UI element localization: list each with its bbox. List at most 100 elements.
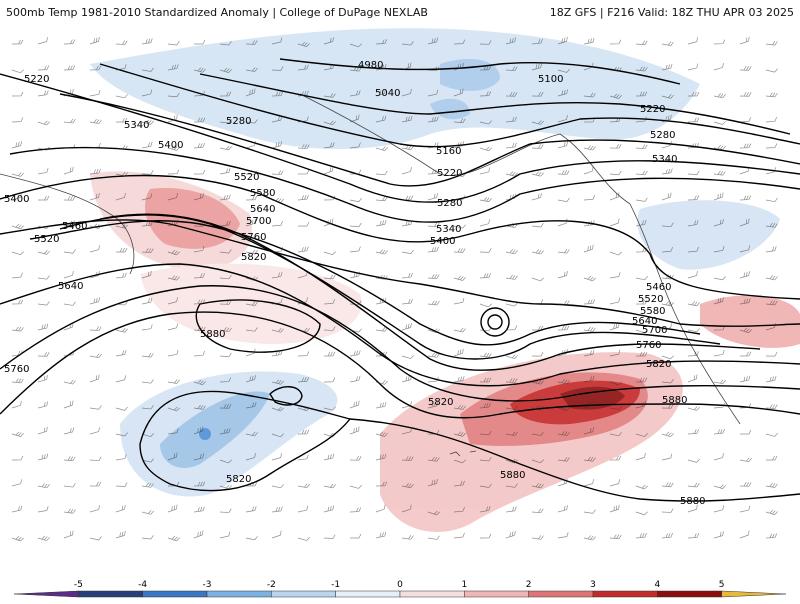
wind-barb	[557, 248, 570, 254]
wind-barb	[583, 37, 595, 45]
wind-barb	[427, 193, 438, 201]
wind-barb	[557, 271, 568, 279]
wind-barb	[271, 197, 284, 203]
wind-barb	[37, 483, 50, 489]
wind-barb	[479, 533, 492, 539]
wind-barb	[193, 426, 204, 435]
wind-barb	[583, 62, 594, 71]
wind-barb	[739, 36, 750, 45]
wind-barb	[661, 404, 674, 409]
wind-barb	[141, 220, 153, 227]
wind-barb	[427, 300, 440, 306]
wind-barb	[583, 92, 596, 98]
wind-barb	[115, 272, 127, 279]
wind-barb	[713, 531, 724, 539]
wind-barb	[505, 116, 517, 123]
wind-barb	[349, 246, 361, 253]
wind-barb	[271, 298, 283, 305]
wind-barb	[349, 350, 361, 357]
label-5580-east: 5580	[640, 306, 665, 317]
wind-barb	[609, 381, 622, 386]
wind-barb	[427, 222, 440, 228]
negative-anomaly-north-core-2	[430, 98, 470, 120]
wind-barb	[167, 249, 180, 256]
wind-barb	[245, 327, 258, 332]
wind-barb	[89, 245, 100, 253]
wind-barb	[739, 327, 752, 334]
wind-barb	[63, 166, 74, 175]
wind-barb	[89, 353, 102, 359]
wind-barb	[115, 192, 126, 201]
wind-barb	[401, 145, 414, 151]
wind-barb	[297, 537, 310, 541]
wind-barb	[635, 329, 648, 334]
height-contours	[0, 58, 800, 502]
wind-barb	[609, 297, 621, 305]
wind-barb	[297, 327, 310, 333]
wind-barb	[401, 88, 412, 97]
wind-barb	[687, 351, 700, 357]
colorbar-tick-label: 2	[526, 580, 532, 590]
wind-barb	[687, 195, 700, 201]
wind-barb	[63, 301, 76, 306]
label-5880-east: 5880	[662, 395, 687, 406]
negative-anomaly-east	[637, 200, 780, 270]
wind-barb	[167, 428, 179, 435]
label-5400-west: 5400	[4, 194, 29, 205]
wind-barb	[245, 140, 256, 149]
wind-barb	[63, 483, 76, 488]
wind-barb	[557, 405, 570, 411]
wind-barb	[635, 532, 647, 539]
wind-barb	[349, 169, 362, 175]
wind-barb	[713, 245, 725, 253]
label-5820-east: 5820	[646, 359, 671, 370]
wind-barb	[375, 431, 388, 437]
wind-barb	[557, 89, 568, 97]
wind-barb	[661, 114, 672, 123]
wind-barb	[245, 481, 258, 487]
colorbar-tick-label: -1	[331, 580, 340, 590]
wind-barb	[427, 429, 440, 435]
wind-barb	[89, 427, 100, 435]
wind-barb	[661, 301, 674, 307]
wind-barb	[141, 379, 154, 384]
wind-barb	[531, 299, 544, 305]
label-5460-east: 5460	[646, 282, 671, 293]
colorbar-segment	[657, 590, 722, 598]
wind-barb	[193, 67, 206, 73]
wind-barb	[37, 453, 49, 461]
wind-barb	[531, 483, 544, 489]
wind-barb	[37, 146, 50, 151]
wind-barb	[557, 379, 570, 385]
label-5340-central: 5340	[436, 224, 461, 235]
wind-barb	[661, 379, 674, 384]
wind-barb	[739, 505, 751, 513]
wind-barb	[63, 39, 76, 45]
wind-barb	[713, 297, 724, 305]
wind-barb	[167, 349, 179, 357]
wind-barb	[427, 169, 440, 175]
label-5760: 5760	[241, 232, 266, 243]
colorbar-segment	[206, 590, 272, 598]
wind-barb	[713, 39, 726, 45]
wind-barb	[323, 274, 336, 280]
wind-barb	[141, 352, 154, 358]
wind-barb	[739, 245, 751, 253]
wind-barb	[765, 117, 777, 123]
colorbar-segment	[721, 590, 787, 598]
wind-barb	[661, 355, 674, 360]
wind-barb	[11, 172, 24, 177]
label-5280-west: 5280	[226, 116, 251, 127]
wind-barb	[375, 380, 388, 385]
wind-barb	[765, 323, 776, 331]
anomaly-shading	[90, 28, 800, 533]
wind-barb	[609, 93, 622, 99]
wind-barb	[427, 116, 439, 123]
wind-barb	[479, 326, 492, 332]
wind-barb	[427, 274, 440, 279]
wind-barb	[11, 299, 24, 305]
wind-barb	[63, 508, 76, 514]
wind-barb	[739, 530, 750, 539]
wind-barb	[713, 62, 724, 71]
wind-barb	[349, 114, 360, 123]
